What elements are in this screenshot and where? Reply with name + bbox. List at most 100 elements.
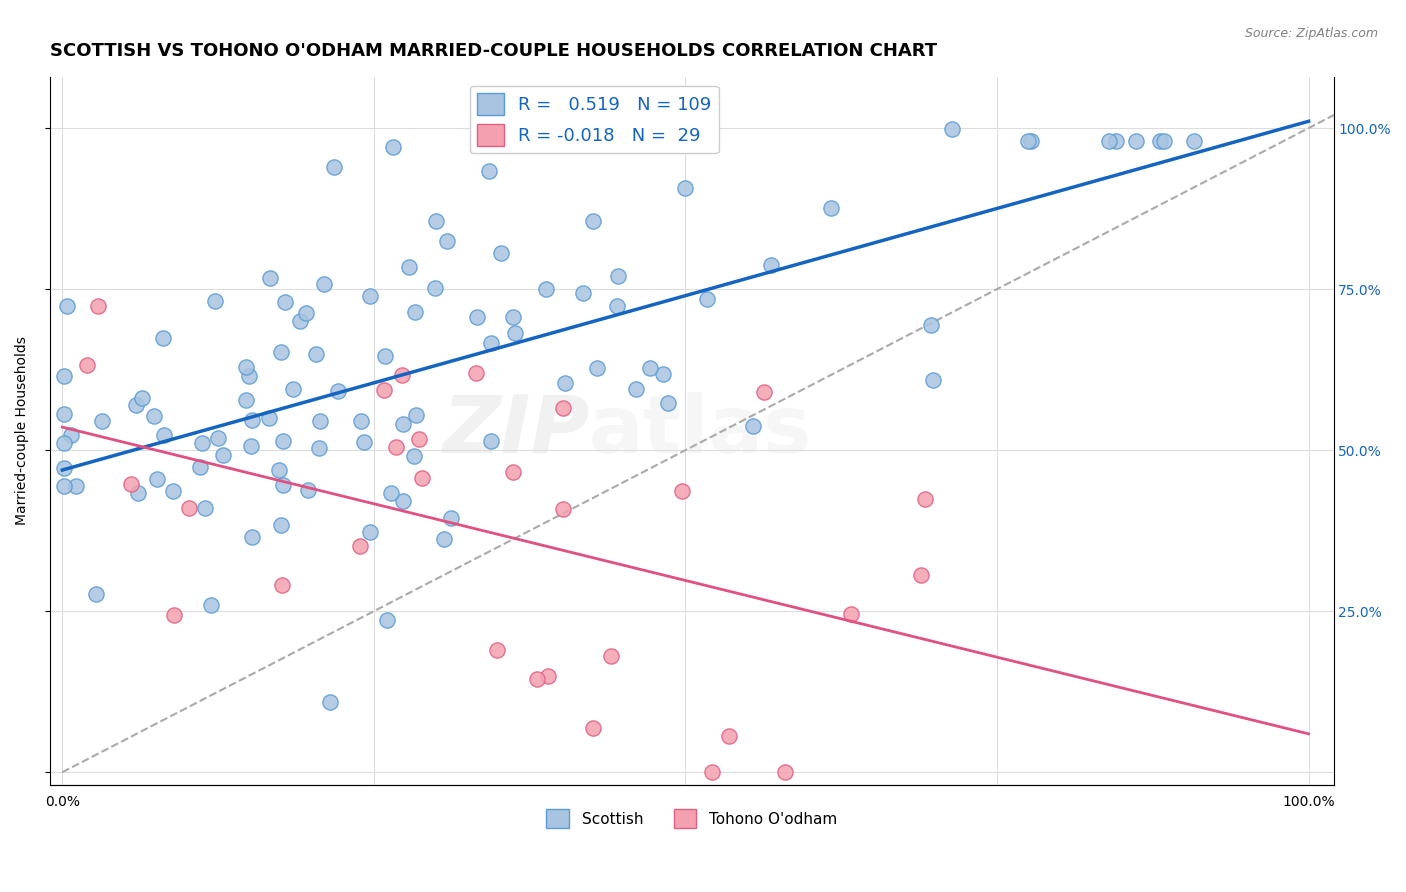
Point (240, 413, 263, 427)
Point (673, 181, 696, 195)
Point (349, 539, 371, 553)
Point (526, 672, 548, 686)
Point (305, 347, 328, 361)
Point (479, 434, 502, 448)
Point (52, 369, 75, 384)
Point (820, 201, 842, 215)
Point (382, 140, 405, 154)
Point (411, 471, 433, 485)
Point (52, 435, 75, 450)
Point (425, 214, 447, 228)
Point (440, 511, 463, 525)
Point (257, 411, 280, 425)
Point (503, 326, 526, 340)
Text: Source: ZipAtlas.com: Source: ZipAtlas.com (1244, 27, 1378, 40)
Point (76, 359, 98, 373)
Point (391, 494, 413, 508)
Point (391, 417, 413, 431)
Point (91, 413, 114, 427)
Point (404, 305, 426, 319)
Legend: Scottish, Tohono O'odham: Scottish, Tohono O'odham (540, 804, 844, 834)
Point (267, 463, 290, 477)
Point (761, 258, 783, 272)
Point (398, 260, 420, 274)
Point (295, 305, 318, 319)
Point (271, 578, 294, 592)
Point (651, 367, 673, 381)
Point (52, 460, 75, 475)
Point (586, 361, 609, 376)
Point (391, 368, 413, 382)
Point (626, 383, 648, 397)
Point (271, 478, 294, 492)
Point (52, 479, 75, 493)
Point (502, 465, 524, 479)
Text: ZIP: ZIP (441, 392, 589, 470)
Point (238, 368, 260, 383)
Point (127, 486, 149, 500)
Point (240, 530, 263, 544)
Point (375, 613, 398, 627)
Point (309, 414, 332, 428)
Point (350, 414, 373, 428)
Point (554, 376, 576, 390)
Point (207, 432, 229, 446)
Point (211, 448, 233, 462)
Point (235, 360, 257, 375)
Point (752, 384, 775, 399)
Point (84, 587, 107, 601)
Point (914, 492, 936, 507)
Point (502, 310, 524, 324)
Y-axis label: Married-couple Households: Married-couple Households (15, 336, 30, 525)
Point (188, 459, 211, 474)
Point (273, 434, 295, 449)
Point (657, 396, 679, 410)
Point (314, 277, 336, 291)
Point (695, 292, 717, 306)
Point (941, 121, 963, 136)
Point (436, 234, 458, 248)
Point (773, 764, 796, 779)
Point (1153, 134, 1175, 148)
Point (297, 483, 319, 498)
Point (536, 282, 558, 296)
Point (423, 280, 446, 294)
Point (56, 299, 79, 313)
Point (191, 436, 214, 450)
Point (204, 294, 226, 309)
Point (125, 398, 148, 412)
Point (489, 245, 512, 260)
Point (582, 721, 605, 735)
Point (143, 409, 166, 424)
Point (374, 349, 396, 363)
Point (1098, 134, 1121, 148)
Point (163, 607, 186, 622)
Point (353, 435, 375, 450)
Point (60, 427, 83, 442)
Point (281, 382, 304, 396)
Point (235, 392, 257, 407)
Point (288, 313, 311, 327)
Point (1105, 134, 1128, 148)
Point (1125, 134, 1147, 148)
Point (536, 668, 558, 682)
Point (323, 161, 346, 175)
Point (359, 524, 381, 539)
Point (700, 764, 723, 779)
Point (359, 288, 381, 302)
Point (1182, 134, 1205, 148)
Point (638, 361, 661, 376)
Point (1017, 134, 1039, 148)
Point (599, 649, 621, 664)
Point (239, 439, 262, 453)
Text: SCOTTISH VS TOHONO O'ODHAM MARRIED-COUPLE HOUSEHOLDS CORRELATION CHART: SCOTTISH VS TOHONO O'ODHAM MARRIED-COUPL… (49, 42, 936, 60)
Point (65, 478, 87, 492)
Point (433, 533, 456, 547)
Point (270, 518, 292, 533)
Point (308, 441, 330, 455)
Point (270, 345, 292, 359)
Text: atlas: atlas (589, 392, 813, 470)
Point (153, 428, 176, 442)
Point (259, 270, 281, 285)
Point (52, 407, 75, 421)
